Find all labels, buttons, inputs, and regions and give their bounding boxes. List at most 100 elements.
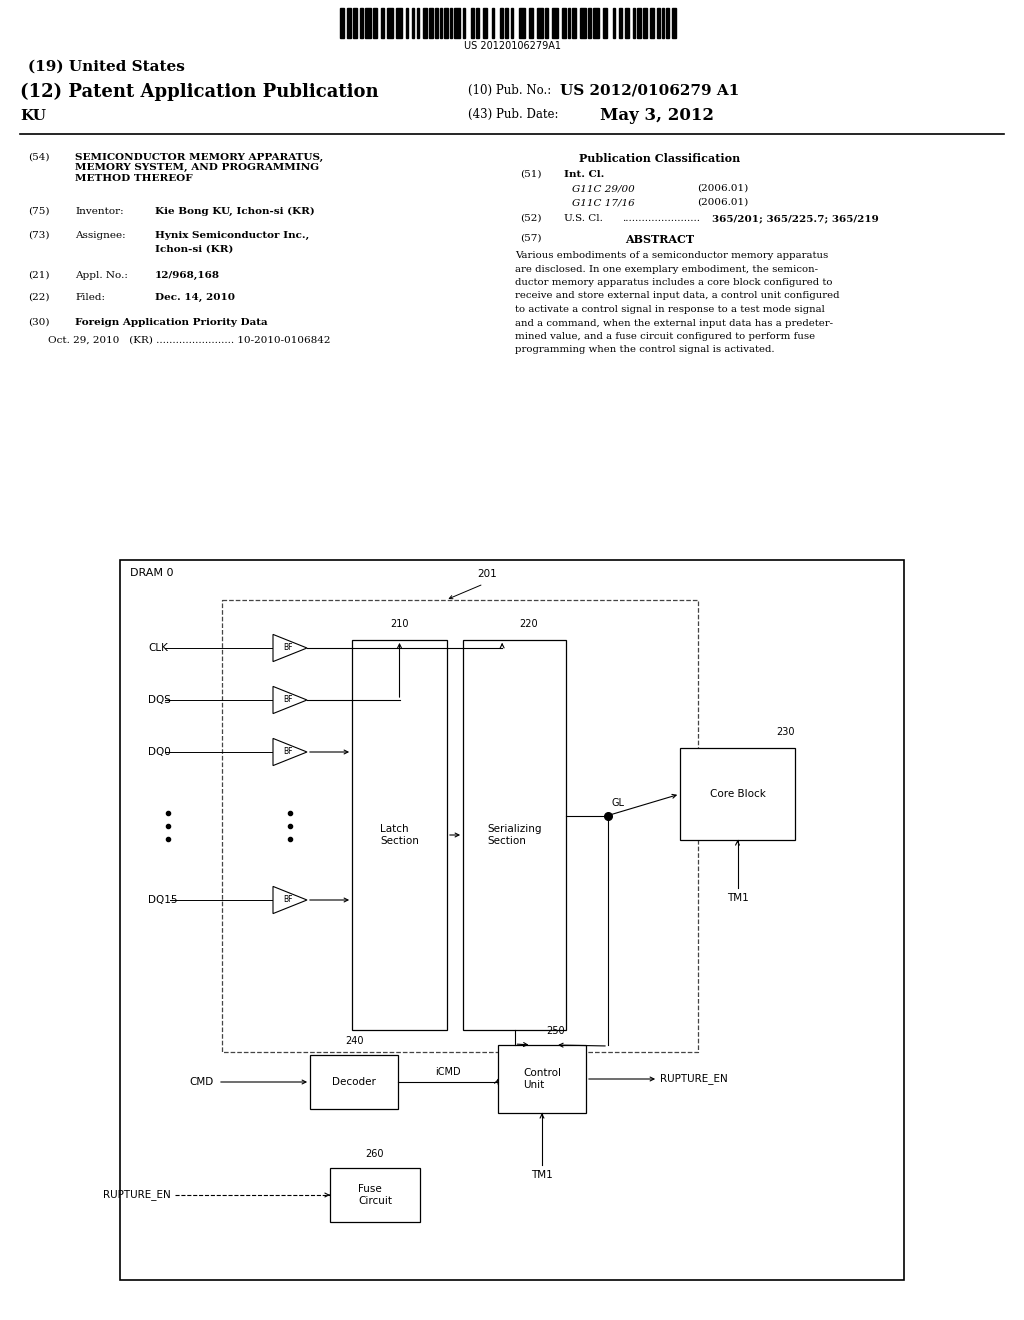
Text: iCMD: iCMD	[435, 1067, 461, 1077]
Text: SEMICONDUCTOR MEMORY APPARATUS,
MEMORY SYSTEM, AND PROGRAMMING
METHOD THEREOF: SEMICONDUCTOR MEMORY APPARATUS, MEMORY S…	[75, 153, 324, 183]
Text: TM1: TM1	[727, 894, 749, 903]
Text: (54): (54)	[28, 153, 49, 162]
Text: May 3, 2012: May 3, 2012	[600, 107, 714, 124]
Bar	[353, 8, 357, 38]
Bar	[498, 1045, 586, 1113]
Text: (51): (51)	[520, 170, 542, 180]
Text: 201: 201	[477, 569, 498, 579]
Text: Ichon-si (KR): Ichon-si (KR)	[155, 246, 233, 253]
Bar	[120, 560, 904, 1280]
Text: DRAM 0: DRAM 0	[130, 568, 173, 578]
Bar	[347, 8, 351, 38]
Bar	[471, 8, 474, 38]
Text: GL: GL	[611, 799, 624, 808]
Text: Latch
Section: Latch Section	[380, 824, 419, 846]
Bar	[618, 8, 622, 38]
Text: US 20120106279A1: US 20120106279A1	[464, 41, 560, 51]
Text: Serializing
Section: Serializing Section	[487, 824, 542, 846]
Bar	[500, 8, 503, 38]
Text: (2006.01): (2006.01)	[697, 198, 749, 207]
Polygon shape	[273, 738, 307, 766]
Text: are disclosed. In one exemplary embodiment, the semicon-: are disclosed. In one exemplary embodime…	[515, 264, 818, 273]
Text: mined value, and a fuse circuit configured to perform fuse: mined value, and a fuse circuit configur…	[515, 333, 815, 341]
Bar	[672, 8, 676, 38]
Text: Hynix Semiconductor Inc.,: Hynix Semiconductor Inc.,	[155, 231, 309, 240]
Bar	[463, 8, 465, 38]
Bar	[568, 8, 570, 38]
Bar	[662, 8, 664, 38]
Text: ABSTRACT: ABSTRACT	[626, 234, 694, 246]
Bar	[381, 8, 384, 38]
Text: BF: BF	[284, 747, 293, 756]
Text: Inventor:: Inventor:	[75, 207, 124, 216]
Bar	[666, 8, 669, 38]
Text: US 2012/0106279 A1: US 2012/0106279 A1	[560, 84, 739, 98]
Text: (21): (21)	[28, 271, 49, 280]
Text: to activate a control signal in response to a test mode signal: to activate a control signal in response…	[515, 305, 824, 314]
Text: Appl. No.:: Appl. No.:	[75, 271, 128, 280]
Text: (12) Patent Application Publication: (12) Patent Application Publication	[20, 83, 379, 102]
Bar	[588, 8, 591, 38]
Bar	[360, 8, 362, 38]
Bar	[511, 8, 513, 38]
Text: BF: BF	[284, 644, 293, 652]
Bar	[483, 8, 487, 38]
Bar	[529, 8, 532, 38]
Bar	[650, 8, 654, 38]
Text: (30): (30)	[28, 318, 49, 327]
Bar	[492, 8, 494, 38]
Text: Various embodiments of a semiconductor memory apparatus: Various embodiments of a semiconductor m…	[515, 251, 828, 260]
Bar	[330, 1168, 420, 1222]
Text: 240: 240	[345, 1036, 364, 1045]
Text: Publication Classification: Publication Classification	[580, 153, 740, 164]
Text: TM1: TM1	[531, 1170, 553, 1180]
Text: RUPTURE_EN: RUPTURE_EN	[103, 1189, 171, 1200]
Bar	[562, 8, 566, 38]
Bar	[406, 8, 408, 38]
Bar	[463, 640, 566, 1030]
Text: (2006.01): (2006.01)	[697, 183, 749, 193]
Bar	[429, 8, 433, 38]
Bar	[310, 1055, 398, 1109]
Text: 230: 230	[776, 727, 795, 737]
Text: Filed:: Filed:	[75, 293, 105, 302]
Bar	[572, 8, 575, 38]
Text: ........................: ........................	[622, 214, 700, 223]
Bar	[613, 8, 615, 38]
Text: DQ0: DQ0	[148, 747, 171, 756]
Text: Oct. 29, 2010   (KR) ........................ 10-2010-0106842: Oct. 29, 2010 (KR) .....................…	[48, 337, 331, 345]
Text: Dec. 14, 2010: Dec. 14, 2010	[155, 293, 234, 302]
Text: Foreign Application Priority Data: Foreign Application Priority Data	[75, 318, 267, 327]
Polygon shape	[273, 686, 307, 714]
Bar	[580, 8, 586, 38]
Text: 12/968,168: 12/968,168	[155, 271, 220, 280]
Bar	[454, 8, 460, 38]
Bar	[417, 8, 419, 38]
Text: Fuse
Circuit: Fuse Circuit	[358, 1184, 392, 1205]
Text: (10) Pub. No.:: (10) Pub. No.:	[468, 84, 551, 96]
Text: receive and store external input data, a control unit configured: receive and store external input data, a…	[515, 292, 840, 301]
Text: CMD: CMD	[189, 1077, 214, 1086]
Text: RUPTURE_EN: RUPTURE_EN	[660, 1073, 728, 1085]
Bar	[450, 8, 452, 38]
Text: (19) United States: (19) United States	[28, 59, 185, 74]
Bar	[352, 640, 447, 1030]
Text: CLK: CLK	[148, 643, 168, 653]
Text: (73): (73)	[28, 231, 49, 240]
Text: BF: BF	[284, 696, 293, 705]
Bar	[680, 748, 795, 840]
Text: G11C 17/16: G11C 17/16	[572, 198, 635, 207]
Bar	[444, 8, 447, 38]
Bar	[537, 8, 543, 38]
Polygon shape	[273, 887, 307, 913]
Text: Decoder: Decoder	[332, 1077, 376, 1086]
Text: 220: 220	[519, 619, 539, 630]
Bar	[373, 8, 377, 38]
Text: BF: BF	[284, 895, 293, 904]
Bar	[625, 8, 629, 38]
Text: (57): (57)	[520, 234, 542, 243]
Bar	[387, 8, 393, 38]
Bar	[593, 8, 599, 38]
Text: 365/201; 365/225.7; 365/219: 365/201; 365/225.7; 365/219	[712, 214, 879, 223]
Text: ductor memory apparatus includes a core block configured to: ductor memory apparatus includes a core …	[515, 279, 833, 286]
